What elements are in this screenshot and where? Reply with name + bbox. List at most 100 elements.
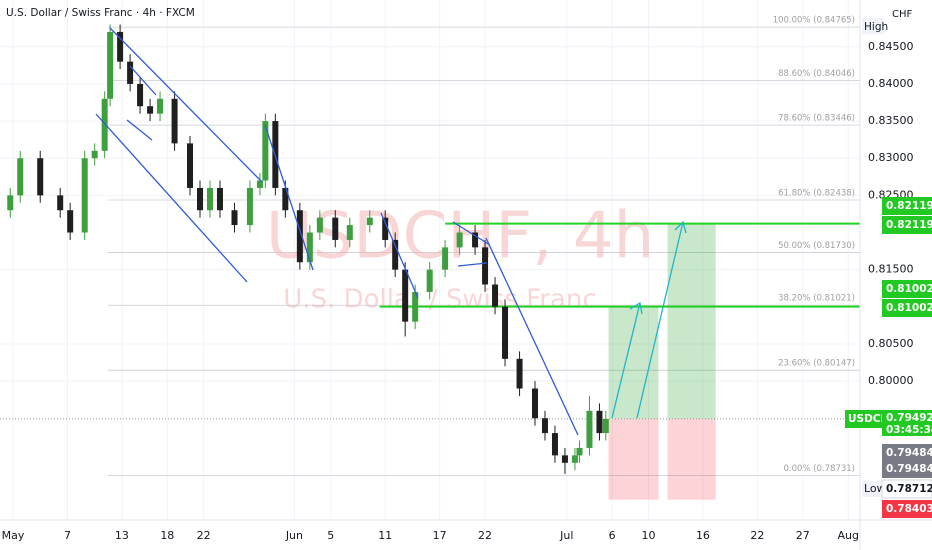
candle-body <box>216 187 223 211</box>
x-tick-label: Jun <box>285 529 303 542</box>
candle-body <box>541 418 548 434</box>
symbol-tag <box>845 410 882 428</box>
candle-body <box>332 217 339 240</box>
price-tag-label: 0.81002 <box>886 302 932 314</box>
candle-body <box>67 210 74 233</box>
candle-body <box>81 158 88 233</box>
candle-body <box>492 284 499 307</box>
price-tag-label: 0.79484 <box>886 447 932 459</box>
y-tick-label: 0.80500 <box>868 337 914 350</box>
y-tick-label: 0.84000 <box>868 77 914 90</box>
candle-body <box>502 306 509 359</box>
candle-body <box>296 210 303 263</box>
candle-body <box>7 195 14 211</box>
countdown: 03:45:34 <box>886 424 932 436</box>
loss-zone <box>667 418 716 500</box>
x-tick-label: Aug <box>837 529 858 542</box>
candle-body <box>456 232 463 248</box>
candle-body <box>137 83 144 107</box>
projection-arrows <box>611 220 687 419</box>
candle-body <box>147 106 154 114</box>
candle-body <box>127 61 134 84</box>
x-tick-label: 22 <box>197 529 211 542</box>
candle-body <box>392 239 399 270</box>
candle-body <box>346 225 353 240</box>
candle-body <box>262 121 269 181</box>
candle-body <box>382 217 389 240</box>
candle-body <box>576 447 583 456</box>
price-tag <box>882 197 932 215</box>
price-tag-label: 0.82119 <box>886 200 932 212</box>
candle-body <box>472 232 479 248</box>
x-tick-label: 5 <box>327 529 334 542</box>
fib-label: 61.80% (0.82438) <box>778 188 855 198</box>
candle-body <box>412 291 419 322</box>
candle-body <box>91 150 98 159</box>
price-tag <box>882 500 932 518</box>
price-tag-label: 0.78712 <box>886 483 932 495</box>
candle-body <box>602 418 609 434</box>
candle-body <box>366 217 373 226</box>
candle-body <box>586 410 593 448</box>
candle-body <box>206 187 213 211</box>
y-tick-label: 0.80000 <box>868 374 914 387</box>
candle-body <box>187 143 194 188</box>
y-tick-label: 0.84500 <box>868 40 914 53</box>
candle-body <box>316 217 323 233</box>
candle-body <box>246 187 253 226</box>
x-tick-label: 11 <box>378 529 392 542</box>
candle-body <box>256 180 263 188</box>
candle-body <box>101 98 108 151</box>
y-tick-label: 0.81500 <box>868 263 914 276</box>
candle-body <box>531 388 538 419</box>
price-tag <box>882 460 932 478</box>
x-tick-label: 18 <box>160 529 174 542</box>
candle-body <box>551 433 558 456</box>
price-tag <box>882 410 932 436</box>
price-tag <box>882 280 932 298</box>
x-tick-label: 17 <box>433 529 447 542</box>
watermark-name: U.S. Dollar / Swiss Franc <box>283 285 596 315</box>
x-tick-label: May <box>2 529 25 542</box>
price-tag <box>882 444 932 462</box>
candle-body <box>282 187 289 211</box>
x-tick-label: 27 <box>796 529 810 542</box>
trendlines <box>95 27 579 436</box>
fib-label: 38.20% (0.81021) <box>778 294 855 304</box>
candle-body <box>482 247 489 285</box>
candle-body <box>442 247 449 270</box>
x-tick-label: 7 <box>64 529 71 542</box>
high-tag <box>862 18 884 34</box>
fib-label: 0.00% (0.78731) <box>784 464 856 474</box>
low-label: Low <box>864 482 886 495</box>
candle-body <box>426 269 433 292</box>
time-axis <box>0 520 932 550</box>
candle-body <box>231 210 238 226</box>
candle-body <box>57 195 64 211</box>
price-tag <box>882 299 932 317</box>
fib-label: 78.60% (0.83446) <box>778 114 855 124</box>
fib-label: 100.00% (0.84765) <box>773 16 855 26</box>
x-tick-label: 22 <box>750 529 764 542</box>
x-tick-label: Jul <box>559 529 573 542</box>
candle-body <box>571 455 578 463</box>
price-tag-label: 0.79484 <box>886 463 932 475</box>
y-tick-label: 0.83500 <box>868 114 914 127</box>
price-tag-label: 0.82119 <box>886 219 932 231</box>
price-tag <box>882 216 932 234</box>
candle-body <box>196 187 203 211</box>
candle-body <box>516 358 523 389</box>
x-tick-label: 10 <box>641 529 655 542</box>
x-tick-label: 16 <box>696 529 710 542</box>
candle-body <box>306 232 313 263</box>
candle-body <box>17 158 24 196</box>
price-tag-label: 0.78403 <box>886 503 932 515</box>
candle-body <box>157 98 164 114</box>
price-tag-label: 0.79492 <box>886 412 932 424</box>
high-label: High <box>864 21 888 33</box>
x-tick-label: 6 <box>609 529 616 542</box>
low-tag <box>862 481 884 497</box>
candle-body <box>402 269 409 322</box>
